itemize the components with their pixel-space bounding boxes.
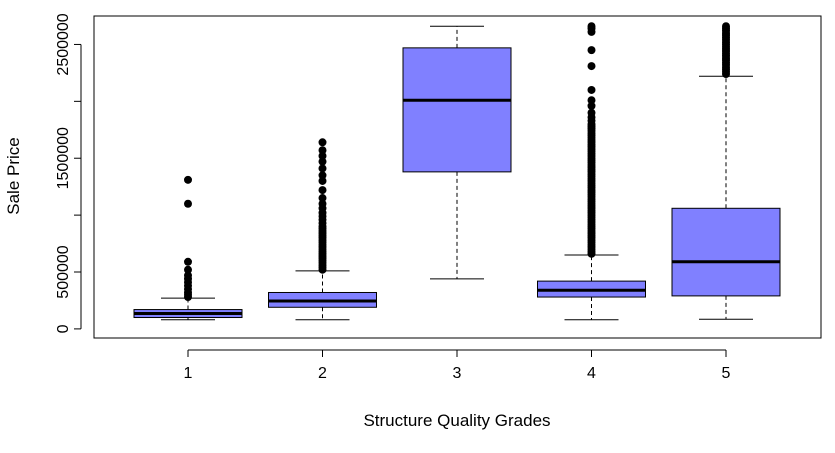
plot-frame (93, 15, 822, 339)
outlier-point (318, 157, 327, 166)
outlier-point (587, 101, 596, 110)
outlier-point (184, 175, 192, 184)
outlier-point (318, 194, 327, 203)
x-tick-label: 4 (587, 365, 596, 382)
y-tick-label: 2500000 (55, 13, 72, 75)
x-tick-label: 3 (453, 365, 462, 382)
outlier-point (587, 96, 596, 105)
outlier-point (184, 257, 192, 266)
x-tick-label: 1 (184, 365, 193, 382)
outlier-point (587, 85, 596, 94)
iqr-box (671, 207, 781, 297)
outlier-point (587, 62, 596, 71)
outlier-point (318, 186, 327, 195)
outlier-point (318, 138, 327, 147)
outlier-point (318, 146, 327, 155)
outlier-point (184, 265, 192, 274)
box-group-1 (133, 175, 243, 321)
box-group-3 (402, 25, 512, 280)
box-group-5 (671, 22, 781, 320)
outlier-point (184, 199, 192, 208)
outlier-point (184, 271, 192, 280)
y-axis-label: Sale Price (4, 137, 23, 214)
outlier-point (587, 46, 596, 55)
iqr-box (402, 47, 512, 173)
y-axis: 0 500000 1500000 2500000 (55, 13, 82, 333)
outlier-point (587, 22, 596, 31)
outlier-point (318, 151, 327, 160)
x-tick-label: 2 (318, 365, 327, 382)
box-group-4 (537, 22, 646, 321)
outlier-point (318, 176, 327, 185)
outlier-point (318, 171, 327, 180)
y-tick-label: 0 (55, 324, 72, 333)
outlier-point (318, 164, 327, 173)
x-tick-label: 5 (722, 365, 731, 382)
y-tick-label: 1500000 (55, 127, 72, 189)
x-axis-label: Structure Quality Grades (363, 411, 550, 430)
boxes-layer (133, 22, 781, 321)
x-axis: 1 2 3 4 5 (184, 349, 731, 382)
outlier-point (587, 108, 596, 117)
y-tick-label: 500000 (55, 245, 72, 298)
outlier-point (318, 199, 327, 208)
box-group-2 (268, 138, 377, 321)
outlier-point (722, 22, 730, 31)
